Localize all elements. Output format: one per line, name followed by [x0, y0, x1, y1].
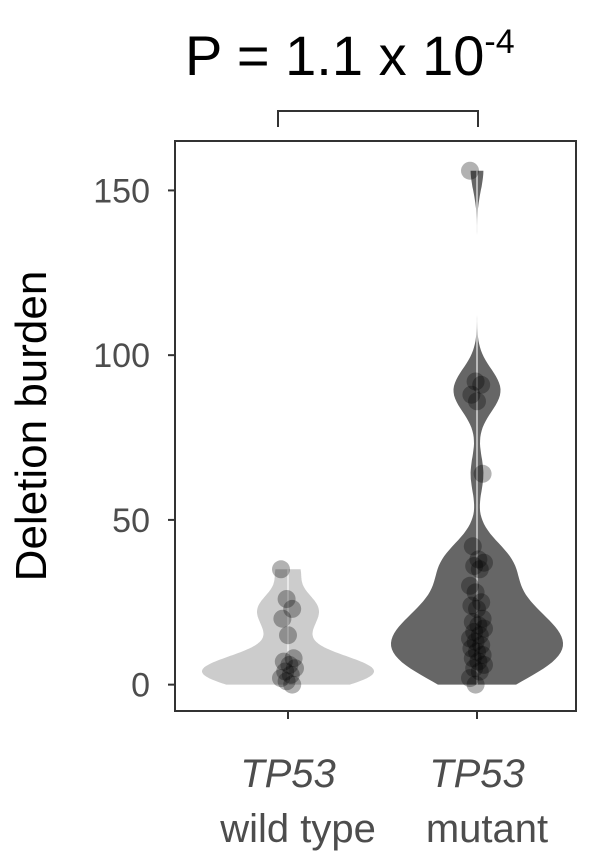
y-axis-label: Deletion burden [7, 271, 56, 582]
data-point [277, 590, 296, 608]
data-point [286, 659, 304, 678]
chart-title: P = 1.1 x 10-4 [185, 23, 515, 87]
data-point [465, 557, 484, 575]
data-point [463, 537, 482, 556]
data-point [468, 392, 486, 411]
data-point [461, 669, 479, 688]
category-gene-label: TP53 [429, 752, 525, 796]
data-point [468, 642, 486, 661]
x-axis-category-labels: TP53 wild type TP53 mutant [219, 752, 548, 851]
data-point [469, 652, 488, 671]
data-point [466, 632, 485, 651]
data-point [274, 652, 293, 671]
data-point [469, 616, 488, 635]
data-point [475, 553, 493, 572]
data-point [463, 613, 482, 631]
y-tick-label: 150 [93, 172, 150, 210]
data-point [284, 649, 303, 668]
data-point [472, 593, 491, 612]
y-tick-label: 100 [93, 337, 150, 375]
data-point [475, 655, 493, 674]
data-point [466, 583, 485, 602]
violins [202, 170, 563, 685]
data-point [466, 675, 485, 694]
title-exponent: -4 [484, 23, 514, 61]
data-point [468, 599, 486, 618]
data-point [462, 385, 481, 404]
x-axis-ticks [287, 711, 478, 719]
comparison-bracket [277, 110, 479, 127]
data-point [466, 372, 485, 391]
data-point [461, 629, 479, 648]
data-point [470, 662, 489, 681]
data-point [465, 659, 484, 678]
data-point [461, 576, 479, 595]
data-point [272, 669, 290, 688]
data-points [272, 161, 493, 694]
y-tick-label: 0 [131, 667, 150, 705]
y-tick-label: 50 [112, 502, 150, 540]
data-point [272, 560, 290, 579]
data-point [472, 636, 491, 655]
y-axis-ticks: 0 50 100 150 [93, 172, 175, 705]
data-point [472, 375, 491, 394]
data-point [462, 639, 481, 658]
data-point [277, 672, 296, 691]
data-point [461, 161, 479, 180]
category-sub-label: wild type [219, 807, 376, 851]
data-point [465, 622, 484, 641]
data-point [283, 599, 302, 618]
plot-panel-border [174, 140, 577, 712]
data-point [470, 626, 489, 645]
data-point [475, 619, 493, 638]
title-base: P = 1.1 x 10 [185, 24, 484, 87]
data-point [469, 550, 488, 569]
data-point [273, 609, 292, 628]
category-gene-label: TP53 [240, 752, 336, 796]
data-point [280, 655, 299, 674]
data-point [276, 662, 295, 681]
data-point [283, 675, 302, 694]
category-sub-label: mutant [426, 807, 548, 851]
data-point [463, 649, 482, 668]
data-point [473, 609, 492, 628]
data-point [279, 626, 297, 645]
data-point [462, 596, 481, 615]
data-point [473, 464, 492, 483]
data-point [470, 560, 489, 579]
data-point [473, 646, 492, 664]
data-point [281, 665, 300, 684]
